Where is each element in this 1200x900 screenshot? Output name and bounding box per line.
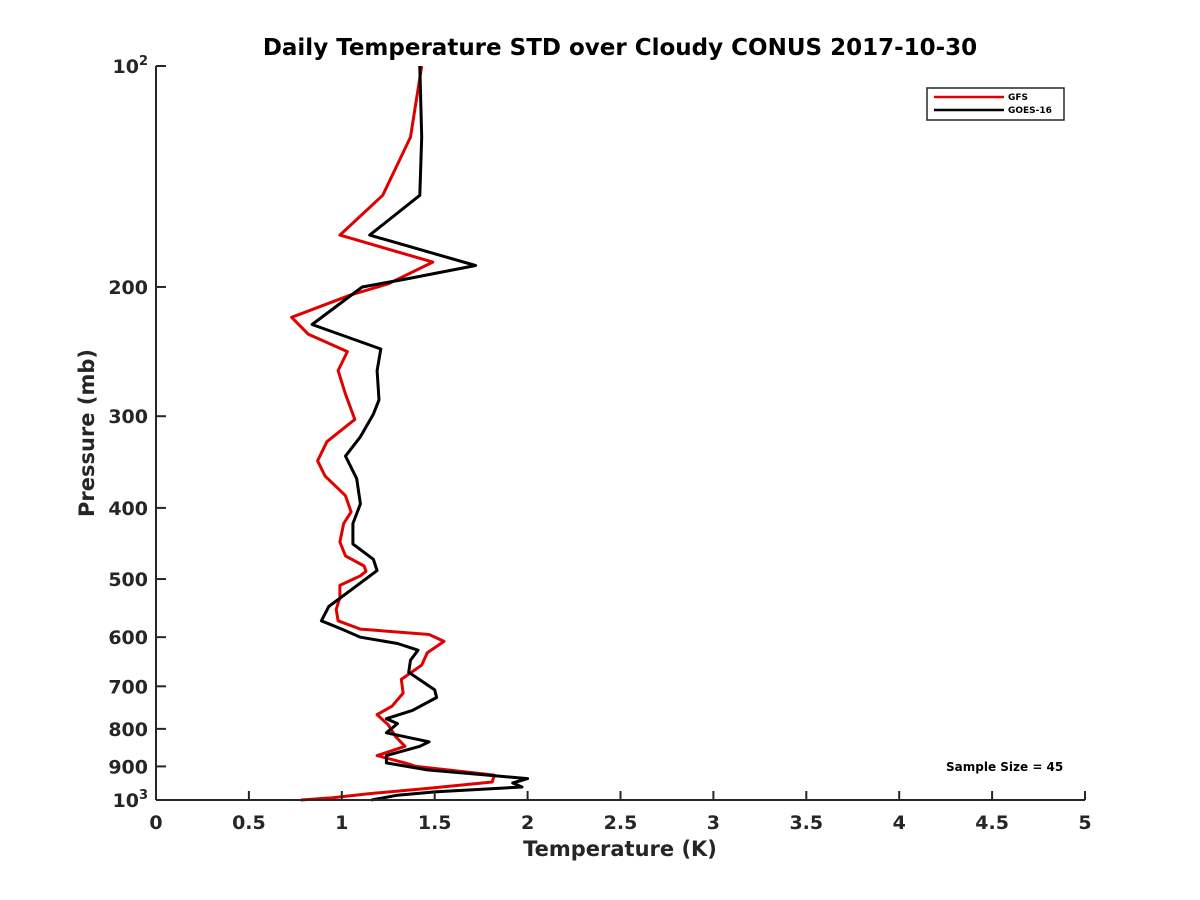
sample-size-annotation: Sample Size = 45 — [946, 760, 1063, 774]
y-tick-label: 700 — [108, 676, 148, 698]
y-tick-label: 500 — [108, 569, 148, 591]
series-line-goes-16 — [310, 65, 530, 802]
x-axis-title: Temperature (K) — [523, 837, 717, 861]
x-tick-label: 4.5 — [975, 812, 1009, 834]
legend-label-goes16: GOES-16 — [1008, 106, 1052, 116]
y-tick-label: 103 — [113, 788, 149, 812]
y-tick-label: 102 — [113, 54, 149, 78]
x-tick-label: 1.5 — [418, 812, 452, 834]
x-tick-label: 0.5 — [232, 812, 266, 834]
legend-label-gfs: GFS — [1008, 93, 1028, 103]
y-tick-label: 400 — [108, 498, 148, 520]
y-axis-title: Pressure (mb) — [75, 349, 99, 517]
x-tick-label: 0 — [149, 812, 162, 834]
x-tick-label: 2 — [521, 812, 534, 834]
y-tick-label: 300 — [108, 406, 148, 428]
chart-title: Daily Temperature STD over Cloudy CONUS … — [263, 35, 977, 61]
x-tick-label: 3.5 — [789, 812, 823, 834]
plot-area: 0 0.5 1 1.5 2 2.5 3 3.5 4 4.5 5 102 200 300 400 500 600 7… — [108, 54, 1091, 834]
x-tick-label: 2.5 — [604, 812, 638, 834]
y-tick-label: 200 — [108, 277, 148, 299]
y-tick-label: 800 — [108, 719, 148, 741]
x-tick-label: 4 — [893, 812, 906, 834]
y-tick-label: 600 — [108, 627, 148, 649]
legend-box — [926, 87, 1065, 121]
y-tick-label: 900 — [108, 756, 148, 778]
x-tick-label: 3 — [707, 812, 720, 834]
x-tick-label: 5 — [1078, 812, 1091, 834]
x-tick-label: 1 — [335, 812, 348, 834]
legend: GFS GOES-16 — [926, 87, 1065, 121]
series-line-gfs — [290, 65, 496, 802]
